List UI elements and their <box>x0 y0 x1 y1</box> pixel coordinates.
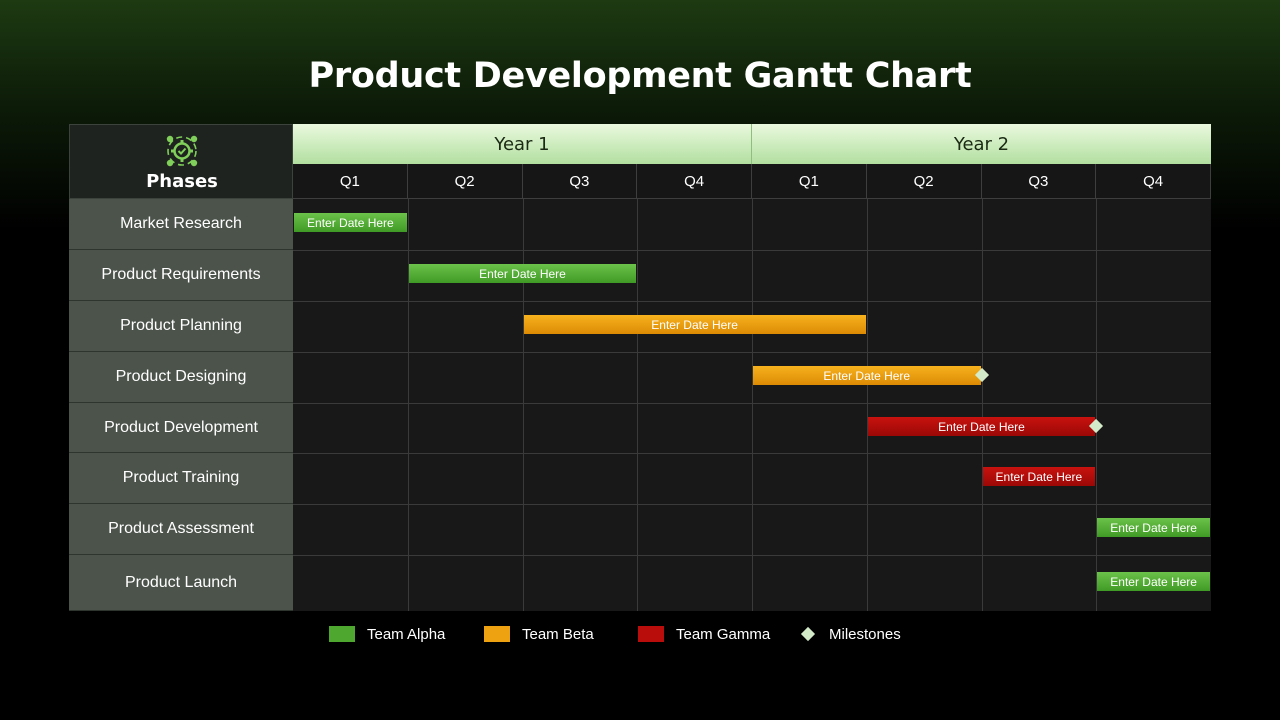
quarter-header: Q2 <box>407 164 523 199</box>
grid-line <box>293 301 1211 302</box>
grid-line <box>293 555 1211 556</box>
grid-line <box>1096 199 1097 611</box>
phase-label: Product Requirements <box>69 250 293 301</box>
grid-line <box>637 199 638 611</box>
grid-line <box>982 199 983 611</box>
year-header: Year 2 <box>752 124 1211 164</box>
quarter-header: Q3 <box>522 164 638 199</box>
grid-line <box>293 504 1211 505</box>
grid-line <box>408 199 409 611</box>
quarter-header: Q4 <box>1096 164 1211 199</box>
phase-label: Product Assessment <box>69 504 293 555</box>
phase-label: Product Designing <box>69 352 293 403</box>
page-title: Product Development Gantt Chart <box>308 56 972 96</box>
legend-swatch <box>638 626 664 642</box>
quarter-header: Q1 <box>293 164 408 199</box>
quarter-header: Q3 <box>981 164 1097 199</box>
legend-label: Milestones <box>829 625 901 643</box>
task-bar[interactable]: Enter Date Here <box>982 467 1096 486</box>
quarter-header: Q2 <box>866 164 982 199</box>
task-bar[interactable]: Enter Date Here <box>867 417 1096 436</box>
grid-line <box>293 250 1211 251</box>
grid-line <box>752 199 753 611</box>
grid-line <box>293 453 1211 454</box>
legend-item: Team Gamma <box>638 624 770 644</box>
milestone-legend-marker <box>800 626 816 642</box>
phase-label: Product Launch <box>69 555 293 611</box>
task-bar[interactable]: Enter Date Here <box>753 366 981 385</box>
quarter-header: Q4 <box>637 164 752 199</box>
phases-label: Phases <box>146 171 218 192</box>
legend-swatch <box>484 626 510 642</box>
gantt-grid: Enter Date Here Enter Date Here Enter Date… <box>293 199 1211 611</box>
grid-line <box>523 199 524 611</box>
task-bar[interactable]: Enter Date Here <box>408 264 637 283</box>
phases-header: Phases <box>69 124 293 199</box>
phase-label: Product Development <box>69 403 293 453</box>
task-bar[interactable]: Enter Date Here <box>294 213 407 232</box>
year-header: Year 1 <box>293 124 752 164</box>
legend-label: Team Beta <box>522 625 594 643</box>
legend-label: Team Alpha <box>367 625 446 643</box>
legend-item: Team Alpha <box>329 624 445 644</box>
gear-check-network-icon <box>166 135 198 167</box>
phase-label: Product Training <box>69 453 293 504</box>
grid-line <box>293 352 1211 353</box>
task-bar[interactable]: Enter Date Here <box>1097 572 1210 591</box>
phase-label: Market Research <box>69 199 293 250</box>
legend-swatch <box>329 626 355 642</box>
task-bar[interactable]: Enter Date Here <box>1097 518 1210 537</box>
legend-label: Team Gamma <box>676 625 771 643</box>
legend-item: Team Beta <box>484 624 594 644</box>
grid-line <box>293 403 1211 404</box>
task-bar[interactable]: Enter Date Here <box>523 315 866 334</box>
quarter-header: Q1 <box>752 164 867 199</box>
chart-legend: Team Alpha Team Beta Team Gamma Milestones <box>0 624 1280 644</box>
phase-label: Product Planning <box>69 301 293 352</box>
legend-item: Milestones <box>799 624 901 644</box>
gantt-chart: Phases Enter Date Here Enter Date Here Ent… <box>69 124 1211 611</box>
grid-line <box>867 199 868 611</box>
